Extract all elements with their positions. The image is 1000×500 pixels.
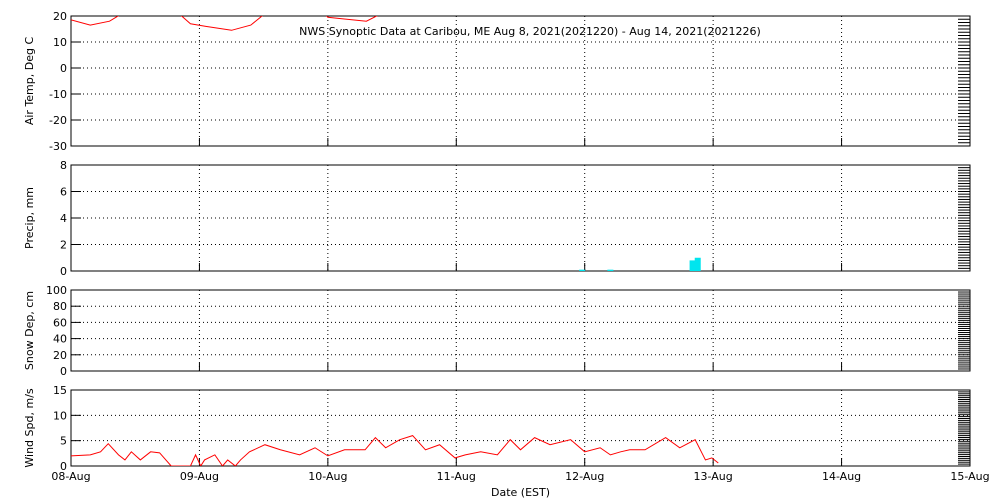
y-tick-label: 40 (53, 333, 67, 346)
y-tick-label: 4 (60, 212, 67, 225)
x-tick-label: 14-Aug (822, 470, 861, 483)
y-tick-label: 0 (60, 460, 67, 473)
x-tick-label: 15-Aug (950, 470, 989, 483)
x-axis-label: Date (EST) (491, 486, 550, 499)
y-tick-label: -30 (49, 140, 67, 153)
y-tick-label: 10 (53, 36, 67, 49)
data-line (71, 435, 719, 466)
plot-frame (70, 164, 971, 272)
bar (579, 269, 586, 271)
x-tick-label: 12-Aug (565, 470, 604, 483)
y-tick-label: 20 (53, 10, 67, 23)
y-tick-label: 0 (60, 265, 67, 278)
bar (689, 260, 696, 271)
x-tick-label: 11-Aug (437, 470, 476, 483)
y-tick-label: 100 (46, 284, 67, 297)
y-tick-label: 0 (60, 62, 67, 75)
x-tick-label: 10-Aug (308, 470, 347, 483)
plot-frame (70, 389, 971, 467)
y-tick-label: 0 (60, 365, 67, 378)
y-tick-label: -10 (49, 88, 67, 101)
x-tick-label: 08-Aug (51, 470, 90, 483)
bar (607, 269, 614, 271)
y-axis-label: Snow Dep, cm (23, 291, 36, 370)
plot-area (71, 435, 719, 466)
plot-area (579, 257, 701, 271)
y-axis-label: Air Temp, Deg C (23, 37, 36, 126)
chart-title: NWS Synoptic Data at Caribou, ME Aug 8, … (299, 25, 761, 38)
plot-frame (70, 15, 971, 147)
plot-frame (70, 289, 971, 372)
y-axis-label: Precip, mm (23, 187, 36, 249)
x-tick-label: 13-Aug (694, 470, 733, 483)
y-tick-label: 20 (53, 349, 67, 362)
y-tick-label: 6 (60, 186, 67, 199)
y-tick-label: 10 (53, 409, 67, 422)
x-tick-label: 09-Aug (180, 470, 219, 483)
y-axis-label: Wind Spd, m/s (23, 388, 36, 468)
y-tick-label: 60 (53, 316, 67, 329)
y-tick-label: 80 (53, 300, 67, 313)
y-tick-label: 2 (60, 239, 67, 252)
y-tick-label: 8 (60, 159, 67, 172)
y-tick-label: 5 (60, 435, 67, 448)
y-tick-label: 15 (53, 384, 67, 397)
bar (694, 257, 701, 271)
y-tick-label: -20 (49, 114, 67, 127)
